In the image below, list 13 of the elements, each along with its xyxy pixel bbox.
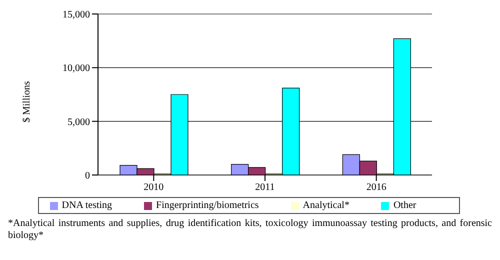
text: *Analytical instruments and supplies, drug identification kits, toxicology immunoassay testing products, and forensic biology* bbox=[8, 218, 492, 241]
x-tick-label: 2010 bbox=[144, 182, 164, 194]
y-tick-label: 5,000 bbox=[68, 116, 90, 128]
legend-label: DNA testing bbox=[62, 200, 112, 211]
y-axis-title: $ Millions bbox=[22, 80, 33, 122]
legend-label: Fingerprinting/biometrics bbox=[156, 200, 259, 211]
y-tick-label: 0 bbox=[85, 170, 90, 182]
x-tick-label: 2011 bbox=[255, 182, 275, 194]
legend-label: Other bbox=[393, 200, 416, 211]
legend-label: Analytical* bbox=[302, 200, 350, 211]
x-tick-label: 2016 bbox=[366, 182, 386, 194]
y-tick-label: 15,000 bbox=[62, 10, 90, 21]
y-tick-label: 10,000 bbox=[62, 63, 90, 74]
